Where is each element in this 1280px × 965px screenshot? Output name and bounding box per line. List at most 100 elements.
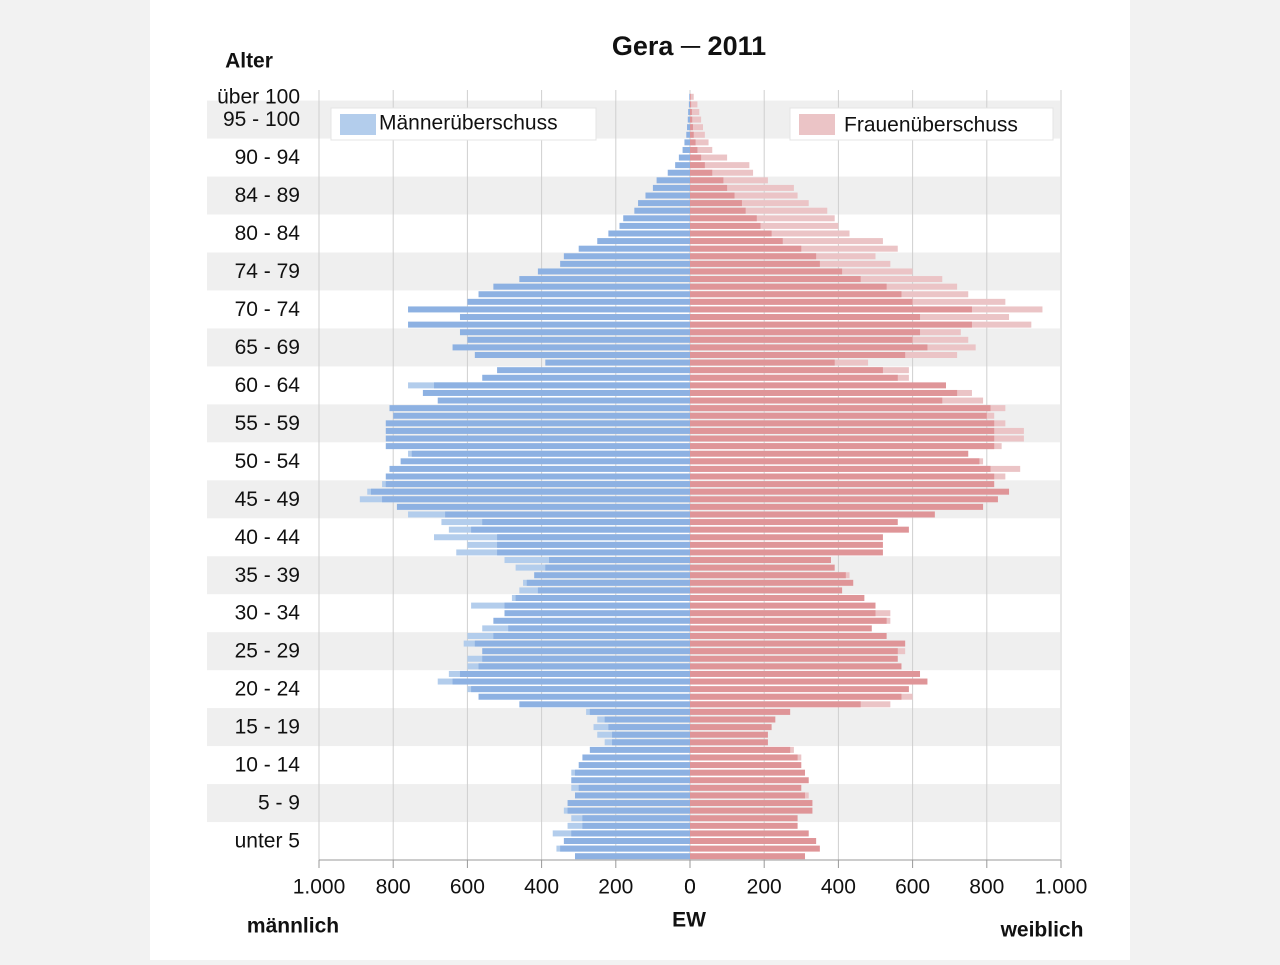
bar	[690, 124, 693, 131]
excess-bar	[690, 162, 750, 169]
bar	[690, 397, 943, 404]
bar	[396, 503, 690, 510]
bar	[504, 610, 690, 617]
bar	[690, 838, 817, 845]
bar	[690, 146, 698, 153]
bar	[612, 739, 690, 746]
bar	[638, 200, 690, 207]
bar	[497, 367, 690, 374]
y-tick-label: 25 - 29	[235, 640, 300, 663]
bar	[393, 412, 690, 419]
bar	[690, 238, 783, 245]
bar	[474, 351, 690, 358]
bar	[582, 815, 690, 822]
bar	[690, 670, 921, 677]
bar	[608, 724, 690, 731]
bar	[497, 534, 690, 541]
excess-bar	[690, 177, 768, 184]
bar	[519, 701, 690, 708]
bar	[690, 276, 861, 283]
bar	[690, 496, 998, 503]
bar	[690, 708, 791, 715]
bar	[385, 435, 690, 442]
y-tick-label: 55 - 59	[235, 412, 300, 435]
bar	[385, 443, 690, 450]
bar	[690, 344, 928, 351]
bar	[608, 230, 690, 237]
bar	[690, 519, 898, 526]
bar	[452, 344, 690, 351]
excess-bar	[690, 184, 794, 191]
bar	[690, 792, 806, 799]
x-tick-label: 1.000	[293, 876, 346, 899]
bar	[493, 283, 690, 290]
bar	[690, 427, 995, 434]
y-tick-label: 60 - 64	[235, 374, 301, 397]
bar	[690, 351, 906, 358]
bar	[690, 716, 776, 723]
bar	[567, 807, 690, 814]
bar	[408, 306, 690, 313]
bar	[690, 632, 887, 639]
bar	[690, 116, 693, 123]
x-tick-label: 200	[598, 876, 633, 899]
bar	[504, 602, 690, 609]
excess-bar	[690, 146, 713, 153]
bar	[385, 427, 690, 434]
x-tick-label: 200	[747, 876, 782, 899]
bar	[582, 754, 690, 761]
y-tick-label: 20 - 24	[235, 678, 301, 701]
bar	[690, 207, 746, 214]
bar	[690, 724, 772, 731]
y-tick-label: 65 - 69	[235, 336, 300, 359]
bar	[478, 291, 690, 298]
bar	[675, 162, 690, 169]
bar	[690, 306, 972, 313]
bar	[690, 200, 742, 207]
right-label: weiblich	[1000, 919, 1084, 942]
y-tick-label: 45 - 49	[235, 488, 300, 511]
bar	[537, 587, 690, 594]
bar	[493, 617, 690, 624]
bar	[690, 830, 809, 837]
bar	[434, 382, 690, 389]
bar	[571, 777, 690, 784]
y-axis-label: Alter	[225, 50, 273, 73]
bar	[690, 192, 735, 199]
bar	[563, 253, 690, 260]
x-tick-label: 400	[821, 876, 856, 899]
bar	[690, 314, 921, 321]
bar	[689, 93, 690, 100]
bar	[690, 800, 813, 807]
bar	[690, 602, 876, 609]
bar	[688, 101, 690, 108]
bar	[687, 124, 690, 131]
bar	[437, 397, 690, 404]
bar	[545, 564, 690, 571]
bar	[582, 822, 690, 829]
bar	[690, 420, 995, 427]
bar	[690, 389, 958, 396]
bar	[482, 655, 690, 662]
bar	[612, 731, 690, 738]
bar	[690, 131, 694, 138]
bar	[690, 701, 861, 708]
legend-swatch	[799, 114, 835, 135]
y-tick-label: 35 - 39	[235, 564, 300, 587]
excess-bar	[690, 101, 698, 108]
bar	[634, 207, 690, 214]
bar	[690, 260, 820, 267]
bar	[567, 800, 690, 807]
bar	[682, 146, 690, 153]
y-tick-label: 15 - 19	[235, 716, 300, 739]
bar	[690, 108, 692, 115]
bar	[597, 238, 690, 245]
y-tick-label: 95 - 100	[223, 108, 300, 131]
bar	[578, 784, 690, 791]
bar	[563, 838, 690, 845]
y-tick-label: 84 - 89	[235, 184, 300, 207]
bar	[474, 640, 690, 647]
bar	[526, 579, 690, 586]
bar	[690, 184, 728, 191]
